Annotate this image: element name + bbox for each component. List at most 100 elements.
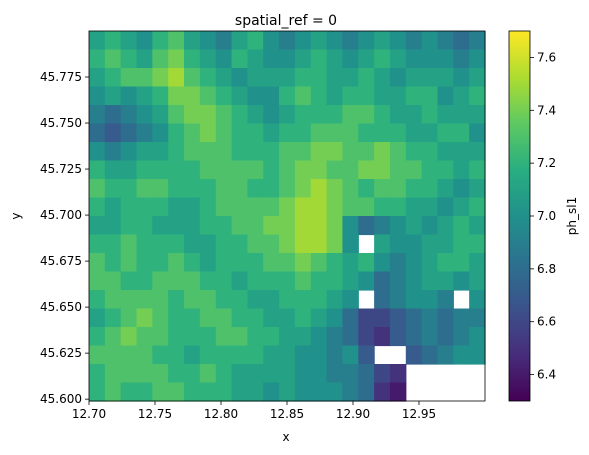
heatmap-cell [89, 327, 106, 347]
heatmap-cell [104, 179, 122, 199]
heatmap-cell [469, 327, 486, 347]
x-axis-ticks: 12.70 12.75 12.80 12.85 12.90 12.95 [72, 401, 436, 421]
heatmap-cell [184, 68, 201, 88]
heatmap-cell [120, 364, 138, 384]
heatmap-cell [421, 160, 439, 180]
heatmap-cell [120, 123, 138, 143]
heatmap-cell [120, 308, 138, 328]
heatmap-cell [469, 31, 486, 51]
heatmap-cell [326, 123, 344, 143]
heatmap-cell [469, 197, 486, 217]
heatmap-cell [168, 308, 185, 328]
heatmap-cell [136, 197, 153, 217]
heatmap-cell [231, 68, 248, 88]
heatmap-cell [294, 382, 312, 402]
heatmap-cell [453, 216, 470, 236]
heatmap-cell [152, 234, 169, 254]
heatmap-cell [310, 216, 328, 236]
heatmap-cell [294, 234, 312, 254]
heatmap-cell [136, 68, 153, 88]
heatmap-cell [374, 382, 391, 402]
heatmap-cell [389, 253, 407, 273]
heatmap-cell [215, 142, 233, 162]
heatmap-cell [342, 86, 359, 106]
heatmap-cell [199, 49, 217, 69]
heatmap-cell [469, 49, 486, 69]
heatmap-cell [136, 105, 153, 125]
heatmap-cell [247, 290, 264, 310]
heatmap-cell [104, 49, 122, 69]
heatmap-cell [184, 197, 201, 217]
heatmap-cell [326, 308, 344, 328]
heatmap-cell [136, 345, 153, 365]
heatmap-cell [152, 142, 169, 162]
heatmap-cell [215, 364, 233, 384]
heatmap-cell [342, 197, 359, 217]
heatmap-cell [215, 290, 233, 310]
heatmap-cell [358, 308, 375, 328]
heatmap-cell [184, 382, 201, 402]
colorbar-tick-label: 7.4 [537, 103, 556, 117]
heatmap-cell [310, 290, 328, 310]
heatmap-cell [215, 253, 233, 273]
heatmap-cell [389, 234, 407, 254]
heatmap-cell [358, 197, 375, 217]
heatmap-cell [326, 234, 344, 254]
heatmap-cell [437, 271, 454, 291]
heatmap-cell [294, 142, 312, 162]
heatmap-cell [136, 31, 153, 51]
heatmap-cell [263, 123, 280, 143]
heatmap-cell [120, 68, 138, 88]
heatmap-cell [120, 290, 138, 310]
chart-title: spatial_ref = 0 [235, 13, 337, 29]
heatmap-cell [294, 364, 312, 384]
heatmap-cell [437, 31, 454, 51]
heatmap-cell [120, 49, 138, 69]
heatmap-cell [279, 197, 296, 217]
heatmap-cell [437, 160, 454, 180]
heatmap-cell [104, 197, 122, 217]
heatmap-cell [152, 86, 169, 106]
heatmap-cell [104, 271, 122, 291]
colorbar-tick-label: 7.2 [537, 156, 556, 170]
heatmap-cell [326, 105, 344, 125]
heatmap-cell [421, 327, 439, 347]
heatmap-cell [342, 160, 359, 180]
heatmap-cell [120, 105, 138, 125]
x-axis-label: x [282, 430, 289, 444]
heatmap-cell [294, 86, 312, 106]
y-tick-label: 45.625 [40, 346, 82, 360]
heatmap-cell [310, 345, 328, 365]
heatmap-cell [437, 345, 454, 365]
heatmap-cell [263, 31, 280, 51]
heatmap-cell [263, 216, 280, 236]
heatmap-cell [374, 364, 391, 384]
heatmap-cell [279, 86, 296, 106]
heatmap-cell [199, 364, 217, 384]
heatmap-cell [437, 68, 454, 88]
heatmap-cell [294, 49, 312, 69]
heatmap-cell [184, 290, 201, 310]
heatmap-cell [358, 327, 375, 347]
heatmap-cell [421, 68, 439, 88]
heatmap-cell [326, 216, 344, 236]
heatmap-cell [389, 308, 407, 328]
heatmap-cell [294, 216, 312, 236]
heatmap-cell [168, 160, 185, 180]
heatmap-cell [152, 105, 169, 125]
heatmap-cell [389, 179, 407, 199]
heatmap-cell [326, 86, 344, 106]
heatmap-cell [152, 308, 169, 328]
heatmap-cell [215, 327, 233, 347]
heatmap-cell [405, 123, 423, 143]
heatmap-cell [104, 253, 122, 273]
heatmap-cell [453, 253, 470, 273]
heatmap-cell [279, 271, 296, 291]
heatmap-cell [279, 327, 296, 347]
heatmap-cell [89, 364, 106, 384]
heatmap-cell [89, 31, 106, 51]
heatmap-cell [453, 197, 470, 217]
heatmap-cell [342, 68, 359, 88]
heatmap-cell [326, 49, 344, 69]
heatmap-cell [247, 364, 264, 384]
